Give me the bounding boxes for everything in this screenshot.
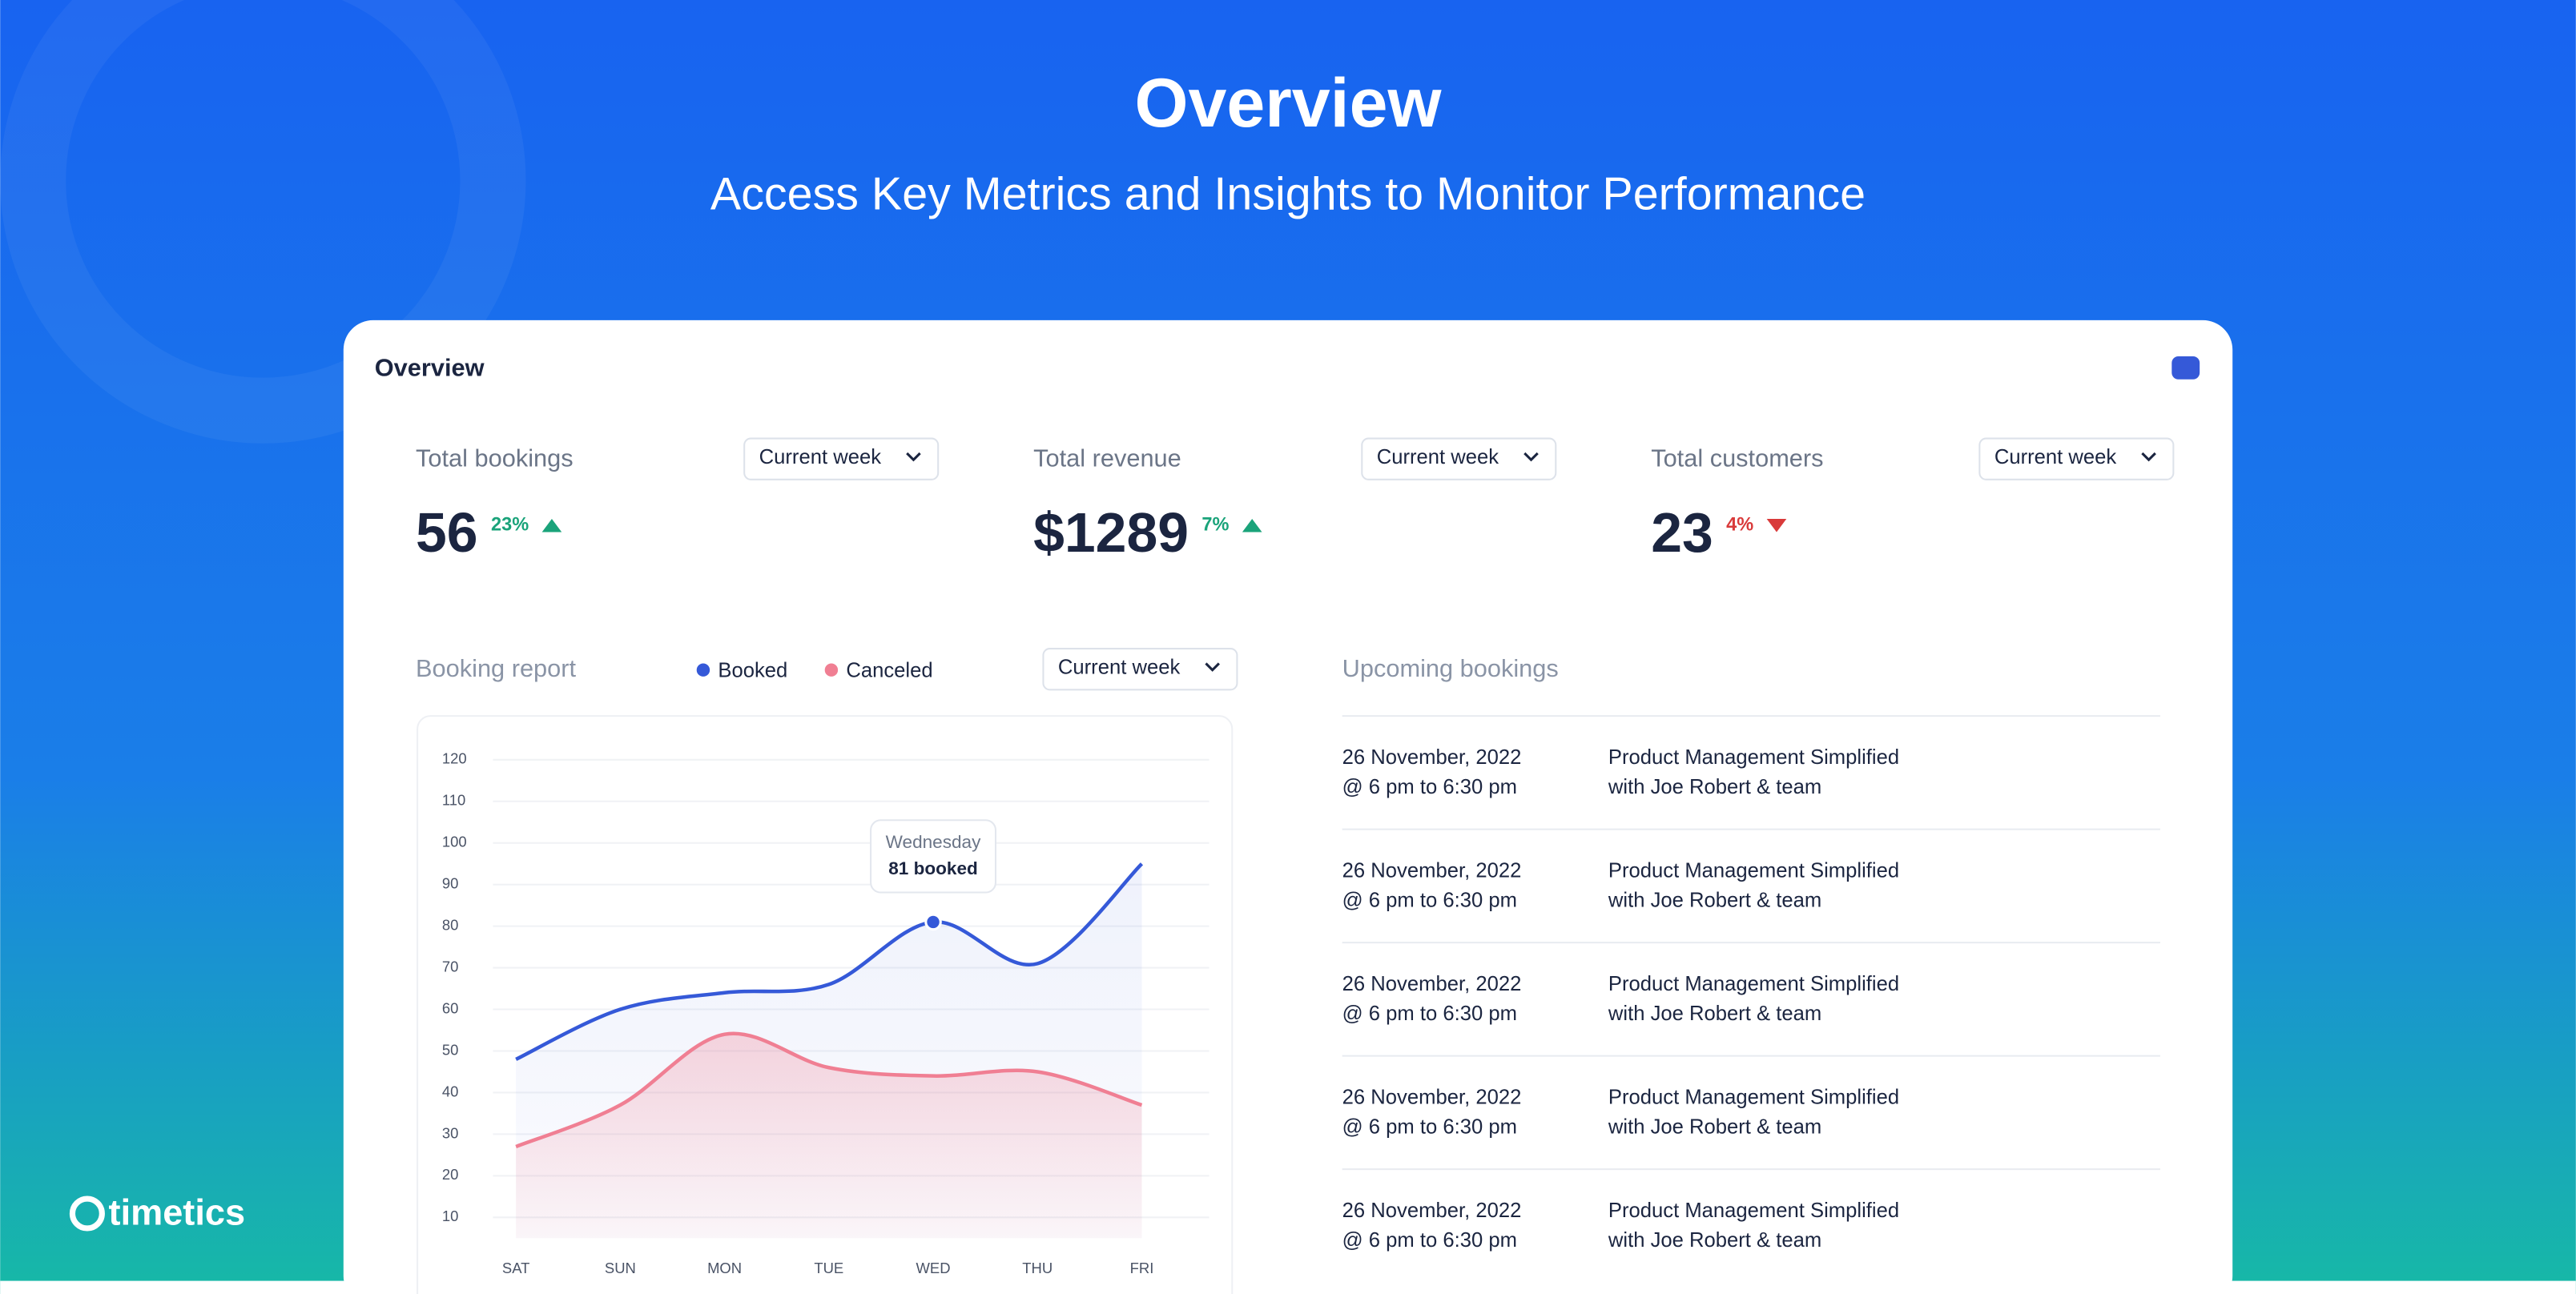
- legend-dot: [696, 663, 710, 677]
- legend-label: Booked: [718, 660, 787, 682]
- tooltip-box: [870, 819, 996, 894]
- booking-date: 26 November, 2022: [1342, 1200, 1522, 1222]
- x-tick-label: THU: [1022, 1260, 1053, 1276]
- booking-time: @ 6 pm to 6:30 pm: [1342, 776, 1517, 798]
- decor: [0, 0, 526, 444]
- dropdown-box: [743, 437, 940, 480]
- x-tick-label: TUE: [814, 1260, 843, 1276]
- report-period[interactable]: Current week: [1042, 648, 1238, 691]
- page-title: Overview: [1134, 65, 1442, 142]
- booking-host: with Joe Robert & team: [1608, 1229, 1821, 1252]
- line: [515, 862, 1144, 1061]
- metric-label: Total revenue: [1033, 444, 1181, 472]
- y-tick-label: 110: [442, 792, 465, 809]
- chevron: [1523, 452, 1539, 462]
- card-title: Overview: [375, 354, 485, 382]
- x-tick-label: MON: [707, 1260, 742, 1276]
- dropdown-label: Current week: [1994, 446, 2117, 468]
- booking-host: with Joe Robert & team: [1608, 1003, 1821, 1025]
- x-tick-label: SAT: [502, 1260, 530, 1276]
- booking-date: 26 November, 2022: [1342, 973, 1522, 995]
- highlight-point: [924, 913, 942, 931]
- period-dropdown[interactable]: Current week: [743, 437, 940, 480]
- booking-date: 26 November, 2022: [1342, 860, 1522, 882]
- line: [515, 1031, 1143, 1149]
- upcoming-list: 26 November, 2022 @ 6 pm to 6:30 pm Produc…: [1342, 715, 2160, 1252]
- y-tick-label: 80: [442, 917, 459, 934]
- dropdown-box: [1361, 437, 1557, 480]
- metric-value: $1289: [1033, 501, 1189, 564]
- booking-title: Product Management Simplified: [1608, 1200, 1899, 1222]
- y-tick-label: 100: [442, 834, 467, 850]
- y-tick-label: 20: [442, 1166, 459, 1183]
- dropdown-box: [1978, 437, 2175, 480]
- y-tick-label: 60: [442, 999, 459, 1016]
- trend-arrow: [1242, 519, 1262, 532]
- period-dropdown[interactable]: Current week: [1978, 437, 2175, 480]
- metric-value: 23: [1651, 501, 1713, 564]
- y-tick-label: 50: [442, 1041, 459, 1058]
- booking-title: Product Management Simplified: [1608, 860, 1899, 882]
- booking-host: with Joe Robert & team: [1608, 776, 1821, 798]
- booking-date: 26 November, 2022: [1342, 1087, 1522, 1109]
- legend-dot: [824, 663, 839, 677]
- chevron: [1205, 662, 1220, 672]
- booking-time: @ 6 pm to 6:30 pm: [1342, 1229, 1517, 1252]
- booking-date: 26 November, 2022: [1342, 746, 1522, 769]
- y-tick-label: 10: [442, 1208, 459, 1224]
- y-tick-label: 40: [442, 1083, 459, 1099]
- report-title: Booking report: [416, 654, 576, 682]
- booking-title: Product Management Simplified: [1608, 973, 1899, 995]
- booking-host: with Joe Robert & team: [1608, 890, 1821, 912]
- brand-name: timetics: [109, 1192, 245, 1232]
- y-tick-label: 120: [442, 750, 467, 767]
- dropdown-label: Current week: [1377, 446, 1499, 468]
- trend-arrow: [541, 519, 562, 532]
- period-dropdown[interactable]: Current week: [1361, 437, 1557, 480]
- area: [516, 1033, 1142, 1239]
- booking-host: with Joe Robert & team: [1608, 1116, 1821, 1139]
- tooltip-day: Wednesday: [886, 832, 981, 852]
- report-period-label: Current week: [1058, 656, 1181, 678]
- y-tick-label: 70: [442, 958, 459, 975]
- upcoming-title: Upcoming bookings: [1342, 654, 1559, 682]
- help-button[interactable]: [2171, 356, 2200, 380]
- booking-title: Product Management Simplified: [1608, 746, 1899, 769]
- metric-change: 23%: [491, 513, 529, 534]
- dropdown-label: Current week: [759, 446, 882, 468]
- booking-time: @ 6 pm to 6:30 pm: [1342, 890, 1517, 912]
- chevron: [906, 452, 921, 462]
- brand: timetics: [69, 1192, 245, 1232]
- x-tick-label: FRI: [1130, 1260, 1154, 1276]
- legend-label: Canceled: [846, 660, 932, 682]
- chevron: [2141, 452, 2156, 462]
- metric-change: 4%: [1726, 513, 1753, 534]
- booking-time: @ 6 pm to 6:30 pm: [1342, 1116, 1517, 1139]
- chart: 10 20 30 40 50 60 70 80 90 100 110 120 SAT SUN MON TUE W…: [442, 750, 1210, 1276]
- y-tick-label: 30: [442, 1124, 459, 1141]
- legend: Booked Canceled: [696, 660, 933, 682]
- metric-label: Total customers: [1651, 444, 1823, 472]
- metrics: Total bookings Current week 56 23% Total rev…: [416, 437, 2175, 564]
- x-tick-label: SUN: [605, 1260, 636, 1276]
- page-subtitle: Access Key Metrics and Insights to Monit…: [710, 168, 1866, 219]
- x-tick-label: WED: [916, 1260, 951, 1276]
- metric-change: 7%: [1201, 513, 1229, 534]
- booking-title: Product Management Simplified: [1608, 1087, 1899, 1109]
- metric-value: 56: [416, 501, 478, 564]
- booking-time: @ 6 pm to 6:30 pm: [1342, 1003, 1517, 1025]
- y-tick-label: 90: [442, 875, 459, 892]
- metric-label: Total bookings: [416, 444, 574, 472]
- brand-logo: [69, 1196, 105, 1232]
- tooltip-value: 81 booked: [888, 858, 978, 878]
- trend-arrow: [1766, 519, 1787, 532]
